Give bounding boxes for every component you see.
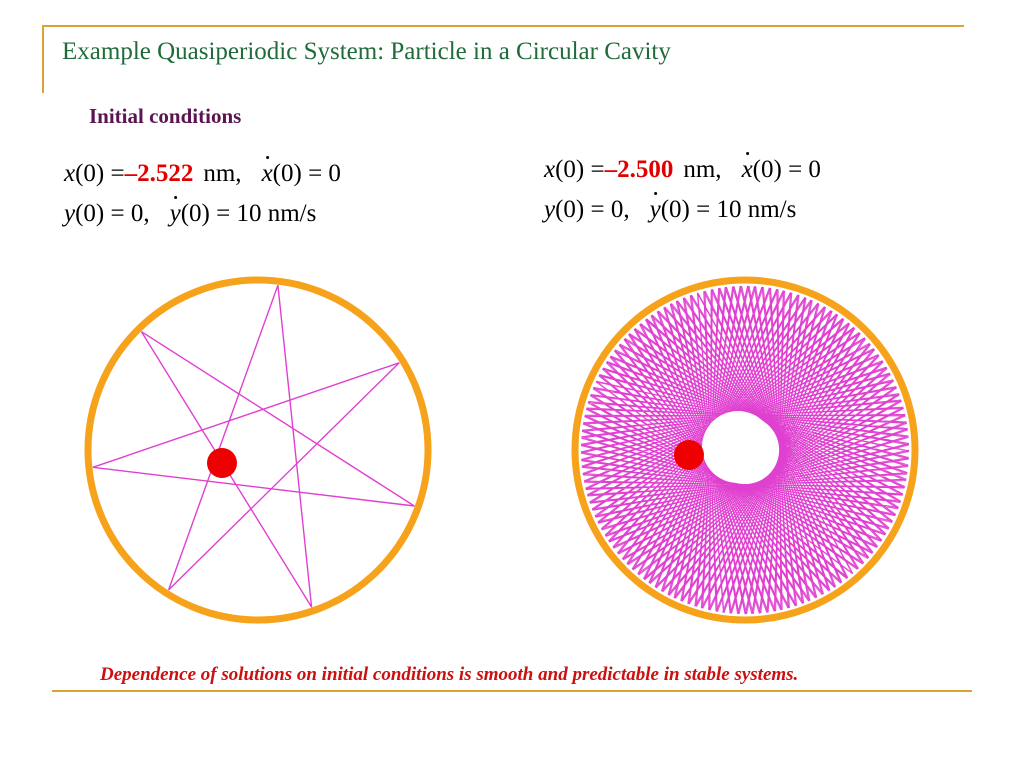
right-x0-label: x [544,156,556,183]
right-xdot-label: x [742,150,753,190]
right-xdot-rest: (0) = 0 [752,156,821,183]
left-trajectory [92,284,415,608]
slide-caption: Dependence of solutions on initial condi… [100,664,799,685]
left-xdot-rest: (0) = 0 [272,160,341,187]
left-y0-rest: (0) = 0, [75,200,150,227]
right-ydot-rest: (0) = 10 nm/s [660,196,797,223]
right-y0-label: y [544,196,556,223]
frame-top-rule [42,25,964,27]
left-cavity-wall [84,276,432,624]
left-xdot-label: x [262,154,273,194]
left-ydot-rest: (0) = 10 nm/s [180,200,317,227]
right-particle [674,440,704,470]
slide-subtitle: Initial conditions [89,104,242,128]
right-trajectory-diagram [571,276,919,624]
frame-left-rule [42,25,44,93]
left-eq-row-1: x (0) = –2.522 nm, x (0) = 0 [64,154,341,194]
right-y0-rest: (0) = 0, [555,196,630,223]
right-ydot-label: y [650,190,661,230]
left-y0-label: y [64,200,76,227]
right-cavity-wall [571,276,919,624]
left-initial-conditions: x (0) = –2.522 nm, x (0) = 0 y (0) = 0, … [64,154,341,234]
right-initial-conditions: x (0) = –2.500 nm, x (0) = 0 y (0) = 0, … [544,150,821,230]
right-eq-row-2: y (0) = 0, y (0) = 10 nm/s [544,190,821,230]
left-x0-value: –2.522 [124,160,194,187]
left-trajectory-diagram [84,276,432,624]
right-central-void [702,411,774,483]
left-x0-arg: (0) = [75,160,125,187]
left-ydot-label: y [170,194,181,234]
right-x0-unit: nm, [683,156,722,183]
right-x0-arg: (0) = [555,156,605,183]
left-eq-row-2: y (0) = 0, y (0) = 10 nm/s [64,194,341,234]
left-x0-unit: nm, [203,160,242,187]
bottom-rule [52,690,972,692]
left-particle [207,448,237,478]
left-x0-label: x [64,160,76,187]
right-eq-row-1: x (0) = –2.500 nm, x (0) = 0 [544,150,821,190]
slide-title: Example Quasiperiodic System: Particle i… [62,38,671,65]
right-x0-value: –2.500 [604,156,674,183]
